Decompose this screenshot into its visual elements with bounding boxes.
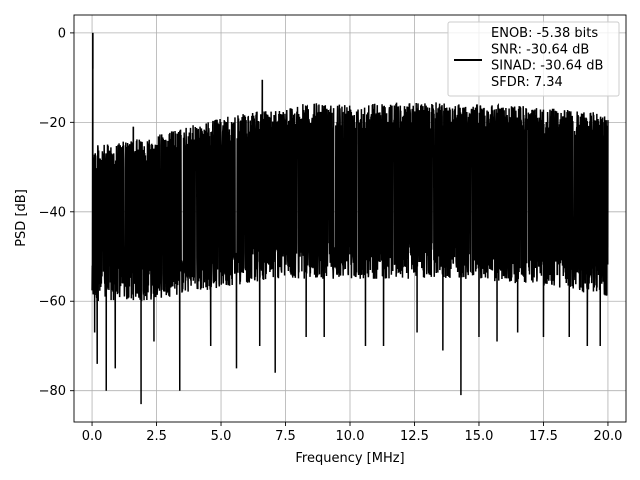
- y-tick-label: −60: [39, 295, 66, 310]
- x-tick-label: 7.5: [275, 429, 296, 444]
- y-tick-label: 0: [58, 26, 66, 41]
- y-axis-label: PSD [dB]: [14, 189, 29, 247]
- psd-series-line: [91, 32, 609, 405]
- legend-box: [447, 21, 620, 97]
- legend-entry-line: SNR: -30.64 dB: [491, 42, 589, 57]
- y-tick-label: −40: [39, 205, 66, 220]
- legend-entry-line: SFDR: 7.34: [491, 75, 563, 90]
- y-tick-label: −80: [39, 384, 66, 399]
- axis-ticks: 0.0 2.5 5.0 7.5 10.0 12.5 15.0 17.5 20.0 0 −20 −40 −…: [39, 26, 623, 444]
- x-tick-label: 12.5: [400, 429, 429, 444]
- x-tick-label: 17.5: [529, 429, 558, 444]
- legend-entry-line: ENOB: -5.38 bits: [491, 26, 598, 41]
- x-tick-label: 0.0: [82, 429, 103, 444]
- plot-area: [91, 32, 609, 405]
- x-tick-label: 20.0: [593, 429, 622, 444]
- legend-entry-line: SINAD: -30.64 dB: [491, 59, 603, 74]
- x-tick-label: 15.0: [464, 429, 493, 444]
- x-tick-label: 10.0: [336, 429, 365, 444]
- x-tick-label: 5.0: [211, 429, 232, 444]
- x-axis-label: Frequency [MHz]: [295, 451, 404, 466]
- y-tick-label: −20: [39, 116, 66, 131]
- x-tick-label: 2.5: [146, 429, 167, 444]
